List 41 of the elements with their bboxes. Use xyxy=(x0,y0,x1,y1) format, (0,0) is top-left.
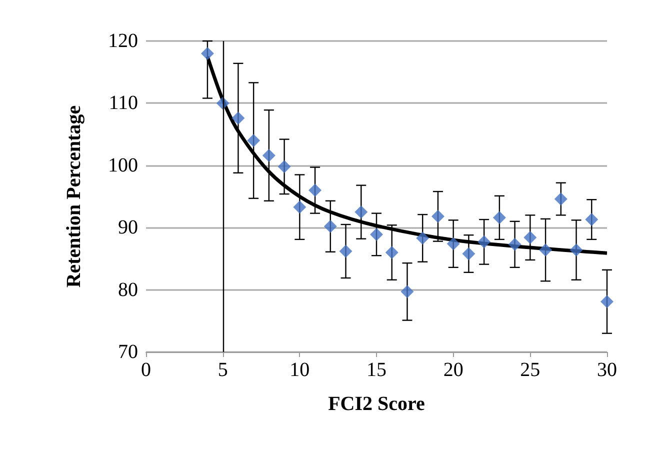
x-axis-title: FCI2 Score xyxy=(328,393,426,415)
point xyxy=(431,210,444,223)
point xyxy=(585,213,598,226)
point xyxy=(308,184,322,197)
point xyxy=(324,220,337,233)
x-tick-label: 20 xyxy=(443,359,464,381)
point xyxy=(446,237,460,250)
point xyxy=(600,295,614,308)
point xyxy=(554,192,568,206)
point xyxy=(293,200,306,214)
point xyxy=(232,112,245,125)
point xyxy=(247,134,260,148)
y-tick-label: 100 xyxy=(108,154,138,176)
point xyxy=(416,232,430,245)
point xyxy=(354,206,368,219)
x-tick-label: 5 xyxy=(218,359,228,381)
point xyxy=(570,243,583,256)
x-tick-label: 0 xyxy=(141,359,151,381)
y-tick-label: 120 xyxy=(108,30,138,52)
y-tick-label: 90 xyxy=(118,216,138,239)
x-tick-label: 30 xyxy=(597,359,617,381)
point xyxy=(539,243,552,256)
x-tick-label: 25 xyxy=(520,359,540,381)
point xyxy=(370,228,383,241)
point xyxy=(478,235,491,248)
point xyxy=(524,231,537,244)
y-tick-label: 110 xyxy=(108,92,138,114)
point xyxy=(262,148,276,162)
point xyxy=(385,246,398,259)
point xyxy=(200,46,214,60)
y-tick-label: 70 xyxy=(118,341,138,363)
point xyxy=(462,247,476,260)
point xyxy=(339,244,352,258)
x-tick-label: 10 xyxy=(290,359,310,381)
point xyxy=(278,160,291,174)
point xyxy=(400,285,414,298)
point xyxy=(492,211,506,224)
y-axis-title: Retention Percentage xyxy=(63,105,85,288)
x-tick-label: 15 xyxy=(366,359,386,381)
y-tick-label: 80 xyxy=(118,278,138,301)
point xyxy=(508,238,522,251)
